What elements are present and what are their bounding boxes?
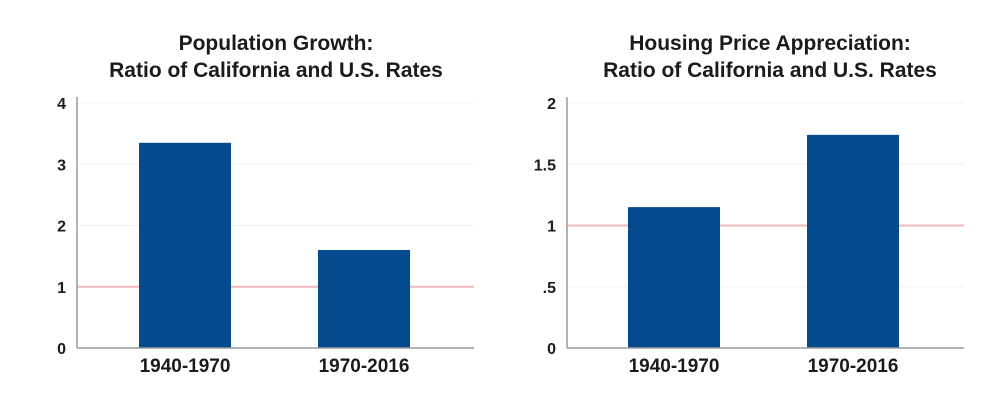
chart-2-y-tick-label: 1.5: [534, 157, 556, 174]
chart-1-bar-1: [139, 142, 231, 348]
chart-2-x-category-label: 1940-1970: [629, 356, 720, 377]
chart-1-x-category-label: 1940-1970: [140, 356, 231, 377]
chart-2-x-category-label: 1970-2016: [808, 356, 899, 377]
chart-1-y-tick-label: 0: [57, 341, 66, 358]
chart-1-bar-2: [318, 250, 410, 348]
chart-2-title-line-1: Housing Price Appreciation:: [629, 32, 911, 55]
chart-1-title-line-2: Ratio of California and U.S. Rates: [109, 59, 443, 82]
chart-2-y-tick-label: 0: [547, 341, 556, 358]
chart-2-y-tick-label: 1: [547, 219, 556, 236]
chart-1-y-tick-label: 2: [57, 219, 66, 236]
chart-1-y-tick-label: 3: [57, 157, 66, 174]
chart-2-bar-1: [628, 207, 720, 348]
chart-2-bar-2: [807, 134, 899, 348]
chart-1-y-tick-label: 4: [57, 96, 66, 113]
chart-2-y-tick-label: .5: [543, 280, 556, 297]
chart-1-y-tick-label: 1: [57, 280, 66, 297]
chart-2-y-tick-label: 2: [547, 96, 556, 113]
chart-2-title-line-2: Ratio of California and U.S. Rates: [603, 59, 937, 82]
chart-1-title-line-1: Population Growth:: [179, 32, 374, 55]
chart-1-x-category-label: 1970-2016: [319, 356, 410, 377]
